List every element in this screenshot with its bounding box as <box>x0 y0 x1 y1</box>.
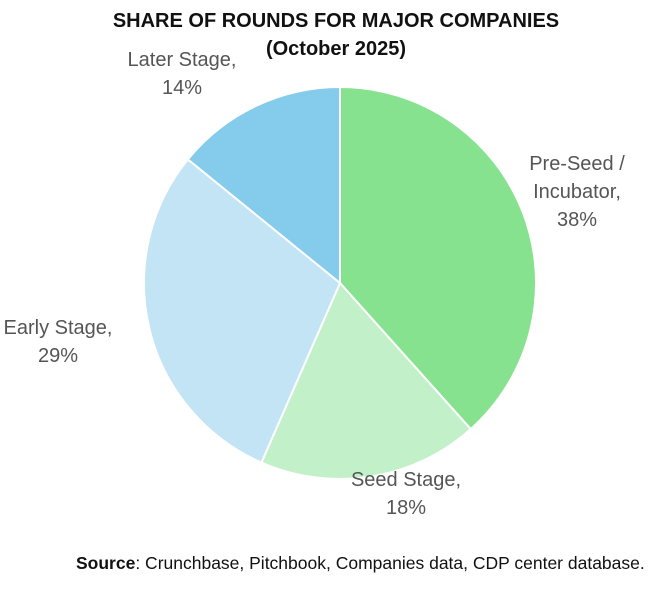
source-text: : Crunchbase, Pitchbook, Companies data,… <box>135 553 645 573</box>
pie-slice-later-stage <box>186 85 341 286</box>
slice-label-early-stage: Early Stage, 29% <box>4 317 113 367</box>
pie-slice-pre-seed-incubator <box>339 85 537 431</box>
pie-slice-early-stage <box>143 158 342 464</box>
chart-subtitle: (October 2025) <box>265 38 407 60</box>
pie-slice-seed-stage <box>260 281 473 480</box>
slice-label-seed-stage: Seed Stage, 18% <box>351 469 461 519</box>
source-label: Source <box>76 553 136 573</box>
slice-label-pre-seed-incubator: Pre-Seed / Incubator, 38% <box>529 153 625 231</box>
chart-title: SHARE OF ROUNDS FOR MAJOR COMPANIES <box>112 10 560 32</box>
slice-label-later-stage: Later Stage, 14% <box>128 49 237 99</box>
source-note: Source: Crunchbase, Pitchbook, Companies… <box>76 551 666 576</box>
